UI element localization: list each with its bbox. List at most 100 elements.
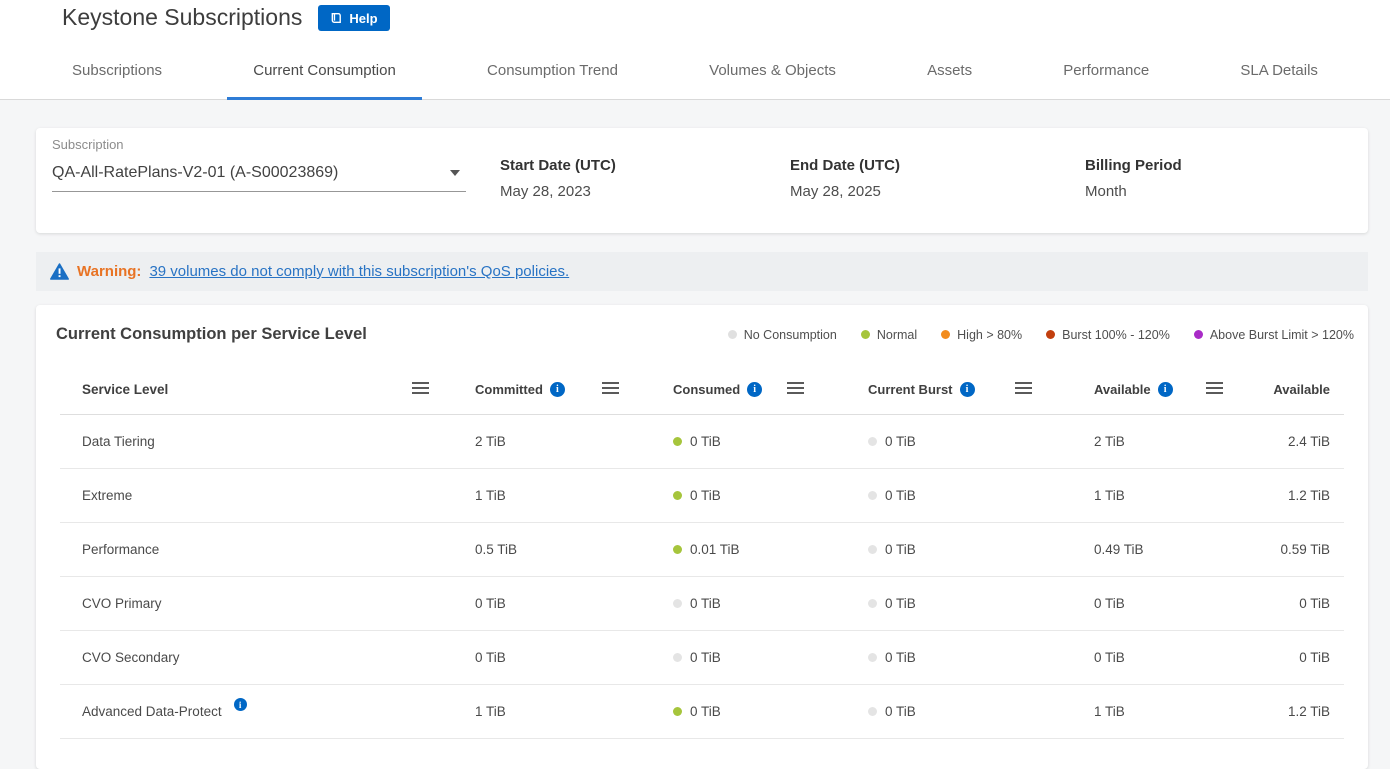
cell-value: 0 TiB: [690, 596, 721, 611]
info-icon[interactable]: i: [233, 698, 247, 711]
column-header-available-4: Available i: [1074, 382, 1194, 397]
column-menu: [400, 382, 455, 397]
cell-value: 0 TiB: [1094, 650, 1125, 665]
cell-value: 0.49 TiB: [1094, 542, 1144, 557]
available-cell: 1 TiB: [1074, 488, 1194, 503]
consumed-cell: 0 TiB: [653, 488, 775, 503]
info-icon[interactable]: i: [747, 382, 763, 397]
info-field-billing-period: Billing Period Month: [1085, 157, 1182, 200]
current-burst-cell: 0 TiB: [848, 542, 1003, 557]
tab-label: Performance: [1063, 62, 1150, 79]
cell-value: 1 TiB: [1094, 488, 1125, 503]
tab-performance[interactable]: Performance: [1037, 42, 1175, 99]
legend-dot: [727, 330, 737, 339]
info-icon[interactable]: i: [1157, 382, 1173, 397]
available-2-cell: 2.4 TiB: [1281, 434, 1344, 449]
available-2-cell: 0 TiB: [1281, 650, 1344, 665]
cell-value: 2.4 TiB: [1287, 434, 1330, 449]
consumed-cell: 0 TiB: [653, 650, 775, 665]
consumed-cell: 0 TiB: [653, 704, 775, 719]
column-header-label: Available: [1094, 382, 1151, 397]
field-value: Month: [1085, 183, 1127, 200]
status-dot-none: [868, 437, 877, 446]
cell-value: 0 TiB: [690, 650, 721, 665]
column-header-available-5: Available: [1273, 382, 1344, 397]
legend-label: Above Burst Limit > 120%: [1209, 327, 1354, 342]
consumption-panel: Current Consumption per Service Level No…: [36, 305, 1368, 769]
cell-value: 1.2 TiB: [1287, 704, 1330, 719]
info-icon[interactable]: i: [959, 382, 975, 397]
cell-value: 0 TiB: [885, 704, 916, 719]
consumed-cell: 0 TiB: [653, 434, 775, 449]
current-burst-cell: 0 TiB: [848, 596, 1003, 611]
tab-assets[interactable]: Assets: [901, 42, 998, 99]
table-row-advanced-data-protect: Advanced Data-Protect i 1 TiB 0 TiB 0 TiB 1 T…: [60, 685, 1344, 739]
committed-cell: 0.5 TiB: [455, 542, 590, 557]
legend-item-high-80: High > 80%: [941, 328, 1022, 342]
status-dot-none: [673, 653, 682, 662]
status-dot-none: [868, 545, 877, 554]
cell-value: 2 TiB: [1094, 434, 1125, 449]
chevron-down-icon: [450, 170, 460, 176]
service-level-name: CVO Primary: [82, 596, 162, 611]
consumption-legend: No Consumption Normal High > 80% Burst 100%…: [727, 327, 1354, 342]
cell-value: 1.2 TiB: [1287, 488, 1330, 503]
field-value: May 28, 2025: [790, 183, 881, 200]
column-header-service-level-0: Service Level: [60, 382, 400, 397]
column-header-label: Committed: [475, 382, 543, 397]
page-title: Keystone Subscriptions: [62, 4, 303, 30]
tab-sla-details[interactable]: SLA Details: [1214, 42, 1344, 99]
column-menu-icon[interactable]: [602, 382, 619, 394]
column-menu-icon[interactable]: [412, 382, 429, 394]
column-menu-icon[interactable]: [1206, 382, 1223, 394]
cell-value: 1 TiB: [475, 704, 506, 719]
service-level-cell: Extreme: [60, 488, 400, 503]
cell-value: 0.01 TiB: [690, 542, 740, 557]
legend-dot: [941, 330, 951, 339]
subscription-dropdown-label: Subscription: [52, 137, 124, 152]
service-level-cell: Performance: [60, 542, 400, 557]
service-level-name: Extreme: [82, 488, 133, 503]
tab-subscriptions[interactable]: Subscriptions: [46, 42, 188, 99]
cell-value: 0 TiB: [475, 650, 506, 665]
warning-label: Warning:: [77, 263, 142, 280]
committed-cell: 0 TiB: [455, 596, 590, 611]
subscription-dropdown-value: QA-All-RatePlans-V2-01 (A-S00023869): [52, 164, 339, 181]
status-dot-none: [868, 653, 877, 662]
legend-label: No Consumption: [743, 327, 837, 342]
status-dot-normal: [673, 491, 682, 500]
column-menu-icon[interactable]: [787, 382, 804, 394]
tab-label: Assets: [927, 62, 973, 79]
legend-item-burst-100-120: Burst 100% - 120%: [1046, 328, 1170, 342]
qos-warning-link[interactable]: 39 volumes do not comply with this subsc…: [149, 263, 570, 280]
help-button[interactable]: Help: [318, 5, 390, 31]
service-level-cell: CVO Secondary: [60, 650, 400, 665]
column-header-label: Current Burst: [868, 382, 953, 397]
cell-value: 1 TiB: [1094, 704, 1125, 719]
column-menu-icon[interactable]: [1015, 382, 1032, 394]
subscription-dropdown[interactable]: Subscription QA-All-RatePlans-V2-01 (A-S…: [52, 137, 466, 192]
status-dot-none: [868, 599, 877, 608]
service-level-cell: Advanced Data-Protect i: [60, 698, 400, 719]
available-cell: 0 TiB: [1074, 596, 1194, 611]
current-burst-cell: 0 TiB: [848, 434, 1003, 449]
table-row-cvo-secondary: CVO Secondary 0 TiB 0 TiB 0 TiB 0 TiB 0 TiB: [60, 631, 1344, 685]
tab-volumes-objects[interactable]: Volumes & Objects: [683, 42, 862, 99]
tab-current-consumption[interactable]: Current Consumption: [227, 42, 422, 100]
column-header-label: Consumed: [673, 382, 741, 397]
status-dot-none: [868, 707, 877, 716]
service-level-name: CVO Secondary: [82, 650, 180, 665]
tab-bar: Subscriptions Current Consumption Consumpt…: [0, 42, 1390, 100]
column-header-committed-1: Committed i: [455, 382, 590, 397]
info-icon[interactable]: i: [549, 382, 565, 397]
cell-value: 0 TiB: [1094, 596, 1125, 611]
field-label: End Date (UTC): [790, 157, 900, 174]
status-dot-none: [868, 491, 877, 500]
main-content: Subscription QA-All-RatePlans-V2-01 (A-S…: [0, 100, 1390, 769]
consumed-cell: 0.01 TiB: [653, 542, 775, 557]
service-level-name: Advanced Data-Protect: [82, 704, 222, 719]
field-label: Start Date (UTC): [500, 157, 616, 174]
column-header-label: Service Level: [82, 382, 169, 397]
tab-consumption-trend[interactable]: Consumption Trend: [461, 42, 644, 99]
tab-label: Volumes & Objects: [709, 62, 836, 79]
